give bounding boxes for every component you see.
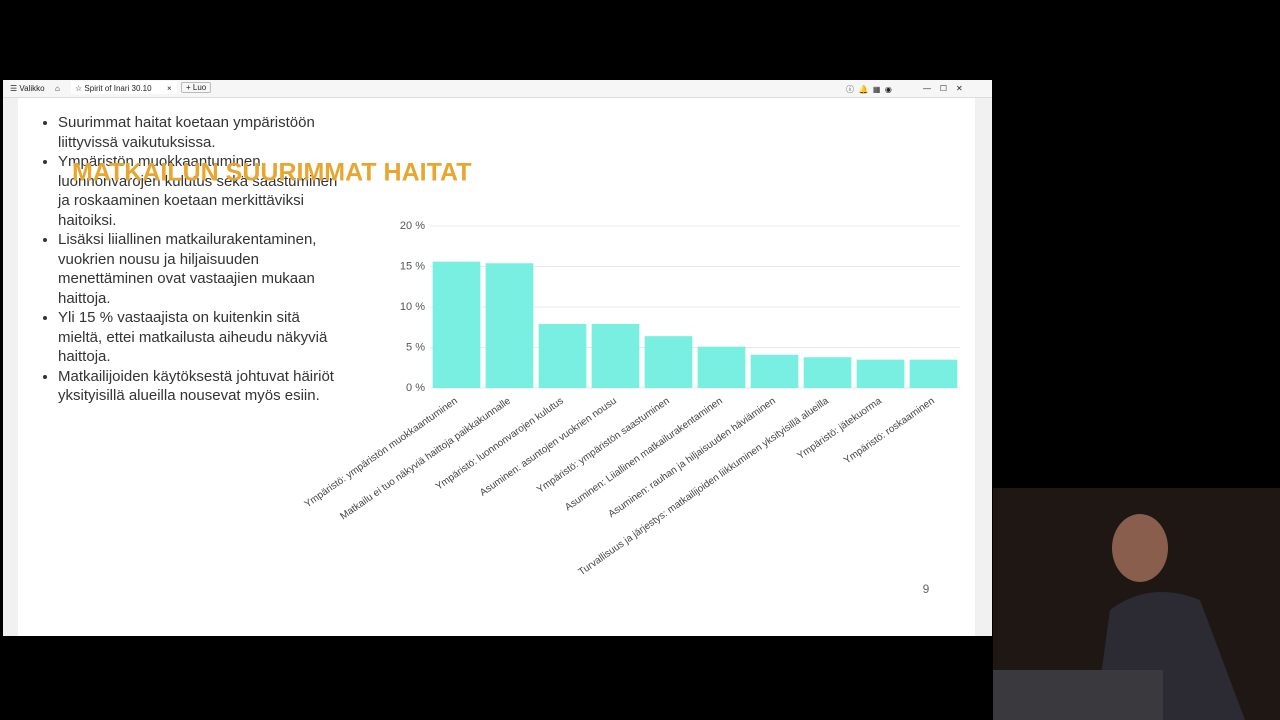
bar (591, 324, 640, 388)
bullet-list: Suurimmat haitat koetaan ympäristöön lii… (44, 113, 348, 406)
toolbar-icons[interactable]: ⓘ 🔔 ▦ ◉ (846, 85, 892, 94)
new-tab-button[interactable]: + Luo (181, 82, 212, 93)
tab-bar: ☰ Valikko ⌂ ☆ Spirit of Inari 30.10 × + … (3, 80, 992, 98)
bar (644, 336, 693, 388)
y-tick-label: 20 % (400, 220, 425, 232)
bar (803, 357, 852, 388)
new-tab-label[interactable]: Luo (192, 83, 207, 92)
bar (750, 354, 799, 388)
lectern (993, 670, 1163, 720)
bullet: Yli 15 % vastaajista on kuitenkin sitä m… (58, 308, 348, 367)
bullet: Ympäristön muokkaantuminen, luonnonvaroj… (58, 152, 348, 230)
page-number: 9 (923, 582, 930, 596)
bar (697, 346, 746, 388)
bullet: Matkailijoiden käytöksestä johtuvat häir… (58, 367, 348, 406)
x-tick-label: Ympäristö: roskaaminen (842, 396, 937, 467)
bar (856, 359, 905, 388)
x-tick-label: Ympäristö: jätekuorma (795, 395, 884, 462)
tab[interactable]: ☆ Spirit of Inari 30.10 × (71, 81, 177, 94)
bullet: Lisäksi liiallinen matkailurakentaminen,… (58, 230, 348, 308)
y-tick-label: 10 % (400, 301, 425, 313)
bar (432, 261, 481, 388)
menu-button[interactable]: ☰ Valikko (10, 84, 45, 93)
y-tick-label: 0 % (406, 382, 425, 394)
bullet: Suurimmat haitat koetaan ympäristöön lii… (58, 113, 348, 152)
bar (909, 359, 958, 388)
home-button[interactable]: ⌂ (55, 84, 60, 93)
tab-title[interactable]: Spirit of Inari 30.10 (84, 84, 152, 93)
slide-title: MATKAILUN SUURIMMAT HAITAT (72, 159, 471, 187)
y-tick-label: 5 % (406, 341, 425, 353)
x-tick-label: Turvallisuus ja järjestys: matkailijoide… (577, 395, 831, 578)
menu-label[interactable]: Valikko (19, 84, 45, 93)
bar (538, 324, 587, 388)
speaker-head (1112, 514, 1168, 582)
window-controls[interactable]: — ☐ ✕ (923, 84, 963, 93)
y-tick-label: 15 % (400, 260, 425, 272)
bar (485, 263, 534, 388)
